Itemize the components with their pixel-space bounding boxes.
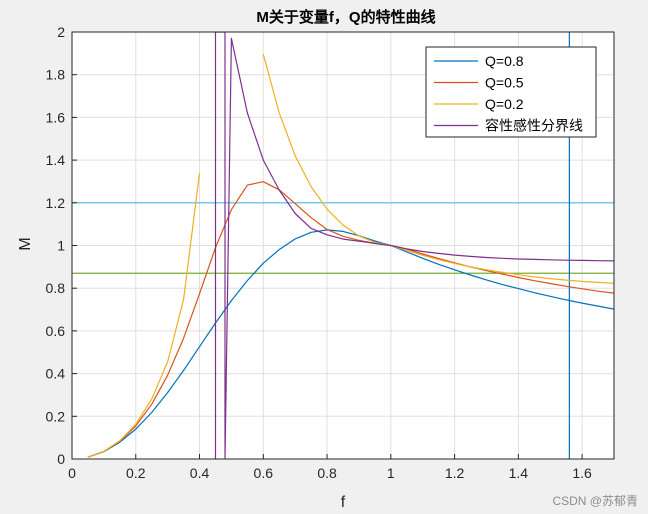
legend-label: 容性感性分界线 [485, 118, 583, 134]
legend-label: Q=0.2 [485, 96, 524, 112]
chart-title: M关于变量f，Q的特性曲线 [256, 8, 435, 26]
y-tick-label: 1.4 [46, 152, 66, 168]
series-line-0 [87, 229, 614, 458]
tick-labels: 0 0.2 0.4 0.6 0.8 1 1.2 1.4 1.6 0 0.2 0.4 0.6 0.8 1 1.2… [46, 24, 593, 481]
x-tick-label: 0 [68, 465, 76, 481]
x-tick-label: 1.6 [572, 465, 592, 481]
x-tick-label: 1.2 [445, 465, 465, 481]
y-tick-label: 0.2 [46, 408, 66, 424]
y-tick-label: 0.8 [46, 280, 66, 296]
x-tick-label: 0.8 [317, 465, 337, 481]
x-tick-label: 1.4 [509, 465, 529, 481]
series-line-3 [214, 32, 614, 459]
y-tick-label: 1.2 [46, 195, 66, 211]
y-tick-label: 2 [57, 24, 65, 40]
y-tick-label: 1 [57, 238, 65, 254]
y-tick-label: 1.8 [46, 67, 66, 83]
y-tick-label: 0.4 [46, 366, 66, 382]
y-tick-label: 1.6 [46, 109, 66, 125]
watermark: CSDN @苏郁青 [552, 493, 638, 508]
axes-box [71, 31, 615, 460]
legend-box [425, 46, 597, 138]
x-tick-label: 0.2 [126, 465, 146, 481]
legend-label: Q=0.8 [485, 53, 524, 69]
series-line-2 [87, 54, 614, 458]
x-axis-label: f [341, 494, 346, 511]
x-tick-label: 1 [387, 465, 395, 481]
y-tick-label: 0.6 [46, 323, 66, 339]
x-tick-label: 0.4 [190, 465, 210, 481]
x-tick-label: 0.6 [254, 465, 274, 481]
series-layer [87, 32, 614, 459]
y-tick-label: 0 [57, 451, 65, 467]
y-axis-label: M [17, 237, 34, 250]
plot-frame [71, 31, 615, 460]
legend-label: Q=0.5 [485, 75, 524, 91]
series-line-1 [87, 181, 614, 458]
legend: Q=0.8 Q=0.5 Q=0.2 容性感性分界线 [425, 46, 597, 138]
